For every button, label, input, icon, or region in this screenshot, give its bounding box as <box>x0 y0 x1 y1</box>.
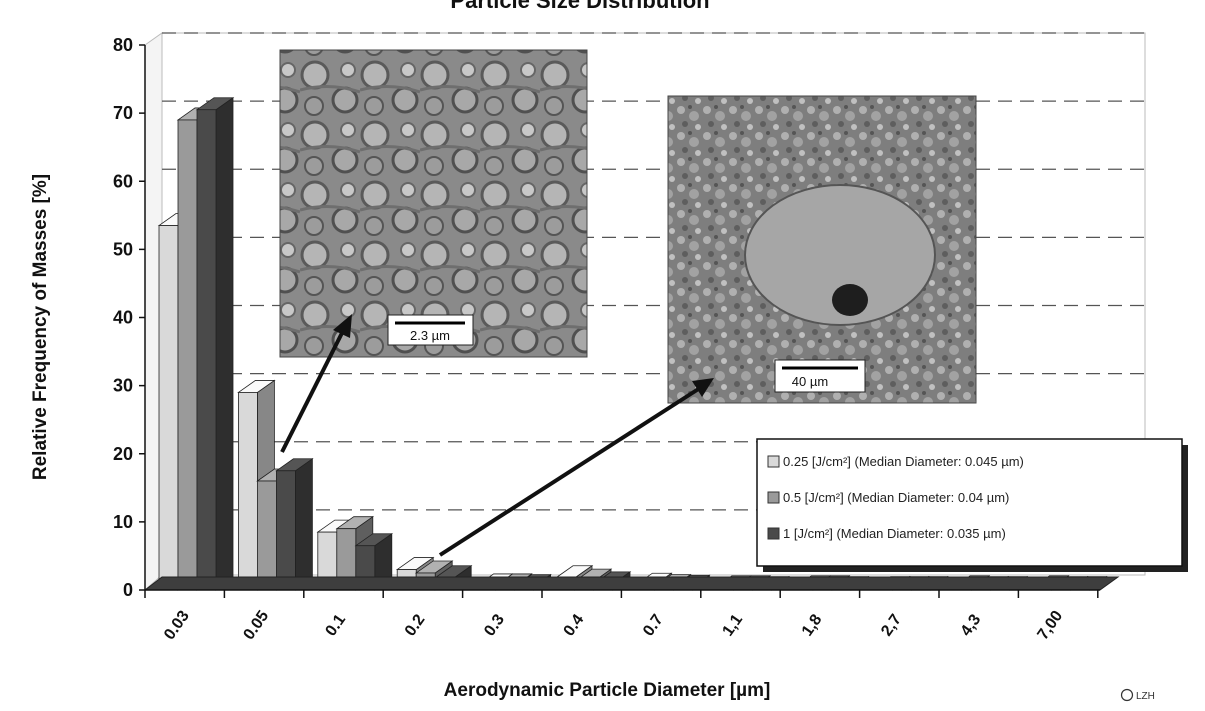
y-tick-label: 10 <box>113 512 133 532</box>
bar-front <box>196 109 217 591</box>
scale-bar-box-2 <box>774 359 866 393</box>
legend-label-3: 1 [J/cm²] (Median Diameter: 0.035 µm) <box>783 526 1006 541</box>
x-tick-label: 0.7 <box>640 611 667 639</box>
y-tick-label: 40 <box>113 308 133 328</box>
legend: 0.25 [J/cm²] (Median Diameter: 0.045 µm)… <box>756 438 1188 572</box>
arrowhead-2 <box>692 378 714 397</box>
x-axis-title: Aerodynamic Particle Diameter [µm] <box>444 680 771 701</box>
x-ticks: 0.03 0.05 0.1 0.2 0.3 0.4 0.7 1,1 1,8 2,7 4,3 7,00 <box>144 590 1099 643</box>
legend-swatch-2 <box>767 491 780 504</box>
y-tick-label: 20 <box>113 444 133 464</box>
bar <box>275 458 314 591</box>
plot-floor <box>143 576 1120 591</box>
copyright-label: LZH <box>1136 691 1155 702</box>
bar-side <box>294 458 313 591</box>
sem-inset-1: 2.3 µm <box>279 49 588 358</box>
legend-swatch-3 <box>767 527 780 540</box>
y-axis-title: Relative Frequency of Masses [%] <box>30 174 51 480</box>
arrow-to-inset-1 <box>280 326 347 453</box>
sem-inset-2: 40 µm <box>667 95 977 404</box>
sem-image-1 <box>279 49 588 358</box>
y-tick-label: 0 <box>123 580 133 600</box>
x-tick-label: 0.2 <box>402 611 429 639</box>
bar-front <box>158 225 179 591</box>
x-tick-label: 0.1 <box>322 611 349 639</box>
x-tick-label: 0.4 <box>561 611 588 639</box>
legend-swatch-1 <box>767 455 780 468</box>
x-tick-label: 7,00 <box>1035 608 1067 643</box>
legend-label-1: 0.25 [J/cm²] (Median Diameter: 0.045 µm) <box>783 454 1024 469</box>
y-tick-label: 50 <box>113 239 133 259</box>
y-tick-label: 60 <box>113 171 133 191</box>
chart-title: Particle Size Distribution <box>450 0 709 13</box>
bar-side <box>215 96 234 591</box>
legend-box <box>756 438 1183 567</box>
x-tick-label: 0.03 <box>161 608 193 643</box>
y-tick-label: 30 <box>113 376 133 396</box>
y-tick-label: 70 <box>113 103 133 123</box>
bar <box>195 96 235 591</box>
x-tick-label: 1,8 <box>799 611 826 639</box>
scale-bar-box-1 <box>387 314 474 346</box>
bar-front <box>256 480 277 591</box>
sem-image-2-hole <box>832 284 868 316</box>
copyright-mark: LZH <box>1120 688 1155 702</box>
arrow-to-inset-2 <box>438 386 702 557</box>
bar-front <box>237 392 258 591</box>
x-tick-label: 0.3 <box>481 611 508 639</box>
x-tick-label: 0.05 <box>241 608 273 643</box>
legend-label-2: 0.5 [J/cm²] (Median Diameter: 0.04 µm) <box>783 490 1009 505</box>
y-ticks: 0 10 20 30 40 50 60 70 80 <box>113 35 145 600</box>
scale-bar-label-2: 40 µm <box>792 374 828 389</box>
copyright-icon <box>1120 688 1134 702</box>
scale-bar-label-1: 2.3 µm <box>410 328 450 343</box>
sem-image-2-particle <box>744 184 936 326</box>
x-tick-label: 1,1 <box>719 611 746 639</box>
arrowhead-1 <box>333 314 352 338</box>
x-tick-label: 4,3 <box>958 611 985 639</box>
x-tick-label: 2,7 <box>878 611 905 639</box>
bar-front <box>177 119 198 591</box>
y-tick-label: 80 <box>113 35 133 55</box>
bar-front <box>275 470 296 591</box>
